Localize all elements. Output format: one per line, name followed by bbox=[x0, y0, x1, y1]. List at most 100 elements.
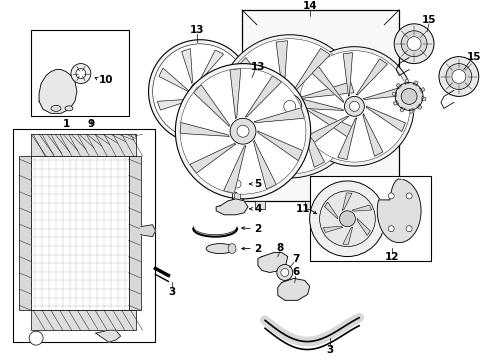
Bar bbox=[242, 10, 399, 201]
Polygon shape bbox=[357, 59, 388, 95]
Circle shape bbox=[406, 226, 412, 232]
Text: 15: 15 bbox=[466, 51, 481, 62]
Text: 9: 9 bbox=[87, 119, 95, 129]
Polygon shape bbox=[343, 193, 352, 210]
Circle shape bbox=[153, 44, 248, 139]
Circle shape bbox=[222, 39, 357, 174]
Circle shape bbox=[237, 125, 249, 137]
Circle shape bbox=[180, 68, 306, 194]
Polygon shape bbox=[157, 99, 192, 110]
Polygon shape bbox=[357, 219, 370, 235]
Circle shape bbox=[278, 94, 302, 118]
Polygon shape bbox=[419, 88, 425, 93]
Bar bbox=[128, 156, 141, 310]
Polygon shape bbox=[392, 92, 397, 96]
Polygon shape bbox=[405, 80, 409, 84]
Polygon shape bbox=[224, 97, 277, 111]
Polygon shape bbox=[234, 118, 283, 150]
Text: 3: 3 bbox=[169, 287, 176, 297]
Bar bbox=[19, 156, 31, 310]
Polygon shape bbox=[254, 108, 304, 123]
Polygon shape bbox=[194, 85, 229, 126]
Bar bbox=[31, 310, 136, 330]
Polygon shape bbox=[352, 205, 372, 211]
Text: 10: 10 bbox=[98, 75, 113, 85]
Polygon shape bbox=[363, 114, 383, 156]
Bar bbox=[305, 201, 315, 209]
Text: 14: 14 bbox=[302, 1, 317, 11]
Circle shape bbox=[446, 64, 472, 89]
Polygon shape bbox=[323, 226, 343, 233]
Polygon shape bbox=[216, 199, 248, 215]
Polygon shape bbox=[190, 143, 236, 173]
Polygon shape bbox=[182, 49, 193, 83]
Polygon shape bbox=[343, 228, 352, 244]
Polygon shape bbox=[238, 58, 277, 102]
Ellipse shape bbox=[277, 265, 293, 280]
Bar bbox=[379, 201, 389, 209]
Circle shape bbox=[218, 35, 362, 178]
Text: 13: 13 bbox=[251, 62, 265, 72]
Ellipse shape bbox=[65, 106, 73, 111]
Polygon shape bbox=[343, 53, 352, 96]
Ellipse shape bbox=[281, 269, 289, 276]
Polygon shape bbox=[312, 67, 343, 102]
Polygon shape bbox=[39, 69, 77, 113]
Circle shape bbox=[284, 100, 296, 112]
Circle shape bbox=[407, 37, 421, 51]
Ellipse shape bbox=[228, 244, 236, 253]
Text: 3: 3 bbox=[326, 345, 333, 355]
Text: 1: 1 bbox=[62, 119, 70, 129]
Polygon shape bbox=[409, 109, 413, 113]
Bar bbox=[310, 176, 431, 261]
Polygon shape bbox=[299, 115, 324, 167]
Polygon shape bbox=[180, 122, 229, 136]
Circle shape bbox=[401, 89, 417, 104]
Bar bbox=[31, 156, 128, 310]
Polygon shape bbox=[208, 100, 219, 134]
Polygon shape bbox=[159, 68, 188, 91]
Text: 8: 8 bbox=[276, 243, 283, 253]
Circle shape bbox=[439, 57, 479, 96]
Polygon shape bbox=[324, 202, 338, 219]
Polygon shape bbox=[309, 116, 348, 142]
Text: 12: 12 bbox=[385, 252, 399, 262]
Polygon shape bbox=[141, 225, 155, 237]
Polygon shape bbox=[393, 100, 399, 105]
Bar bbox=[255, 201, 265, 209]
Polygon shape bbox=[396, 84, 401, 89]
Circle shape bbox=[148, 40, 252, 143]
Polygon shape bbox=[276, 41, 288, 94]
Polygon shape bbox=[209, 73, 243, 84]
Polygon shape bbox=[212, 91, 242, 115]
Circle shape bbox=[319, 191, 375, 247]
Polygon shape bbox=[364, 86, 407, 99]
Circle shape bbox=[340, 211, 355, 227]
Polygon shape bbox=[200, 50, 223, 80]
Polygon shape bbox=[258, 131, 303, 161]
Ellipse shape bbox=[51, 105, 61, 111]
Circle shape bbox=[190, 81, 210, 102]
Polygon shape bbox=[304, 106, 352, 137]
Ellipse shape bbox=[206, 244, 234, 253]
Polygon shape bbox=[377, 179, 421, 243]
Circle shape bbox=[196, 86, 205, 96]
Polygon shape bbox=[338, 118, 357, 159]
Circle shape bbox=[388, 193, 394, 199]
Text: 5: 5 bbox=[254, 179, 262, 189]
Text: 6: 6 bbox=[292, 267, 299, 278]
Circle shape bbox=[299, 51, 410, 162]
Text: 4: 4 bbox=[254, 204, 262, 214]
Text: 2: 2 bbox=[254, 224, 262, 234]
Circle shape bbox=[233, 180, 241, 188]
Polygon shape bbox=[400, 107, 405, 112]
Bar bbox=[31, 30, 128, 116]
Text: 7: 7 bbox=[292, 253, 299, 264]
Polygon shape bbox=[253, 141, 276, 189]
Circle shape bbox=[401, 31, 427, 57]
Bar bbox=[234, 190, 240, 200]
Bar bbox=[31, 134, 136, 156]
Polygon shape bbox=[421, 96, 426, 100]
Circle shape bbox=[394, 24, 434, 64]
Polygon shape bbox=[223, 146, 245, 193]
